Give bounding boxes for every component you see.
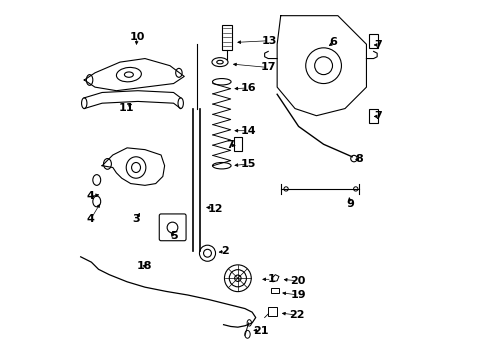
Text: 11: 11 bbox=[119, 103, 134, 113]
Text: 2: 2 bbox=[221, 247, 229, 256]
Text: 15: 15 bbox=[241, 159, 256, 169]
Text: 4: 4 bbox=[87, 191, 95, 201]
Text: 12: 12 bbox=[208, 203, 223, 213]
Text: 3: 3 bbox=[132, 214, 140, 224]
Text: 14: 14 bbox=[241, 126, 256, 136]
Text: 1: 1 bbox=[268, 274, 276, 284]
Text: 22: 22 bbox=[289, 310, 305, 320]
Bar bbox=[369, 33, 378, 48]
Text: 4: 4 bbox=[87, 214, 95, 224]
Text: 5: 5 bbox=[170, 231, 177, 242]
Text: 9: 9 bbox=[346, 199, 354, 209]
Bar bbox=[268, 307, 277, 316]
Text: 13: 13 bbox=[262, 36, 277, 46]
Bar bbox=[234, 137, 242, 152]
Text: 16: 16 bbox=[241, 83, 256, 93]
Text: 17: 17 bbox=[261, 63, 276, 72]
Text: 19: 19 bbox=[291, 290, 306, 300]
Bar bbox=[222, 24, 232, 50]
Text: 6: 6 bbox=[330, 37, 338, 48]
Text: 8: 8 bbox=[355, 154, 363, 164]
Text: 20: 20 bbox=[290, 276, 306, 286]
Bar bbox=[369, 109, 378, 123]
Text: 7: 7 bbox=[226, 140, 234, 150]
Text: 7: 7 bbox=[374, 40, 382, 50]
Text: 10: 10 bbox=[129, 32, 145, 42]
Bar bbox=[271, 288, 279, 293]
Text: 21: 21 bbox=[253, 326, 269, 336]
Text: 18: 18 bbox=[137, 261, 152, 271]
Text: 7: 7 bbox=[374, 111, 382, 121]
